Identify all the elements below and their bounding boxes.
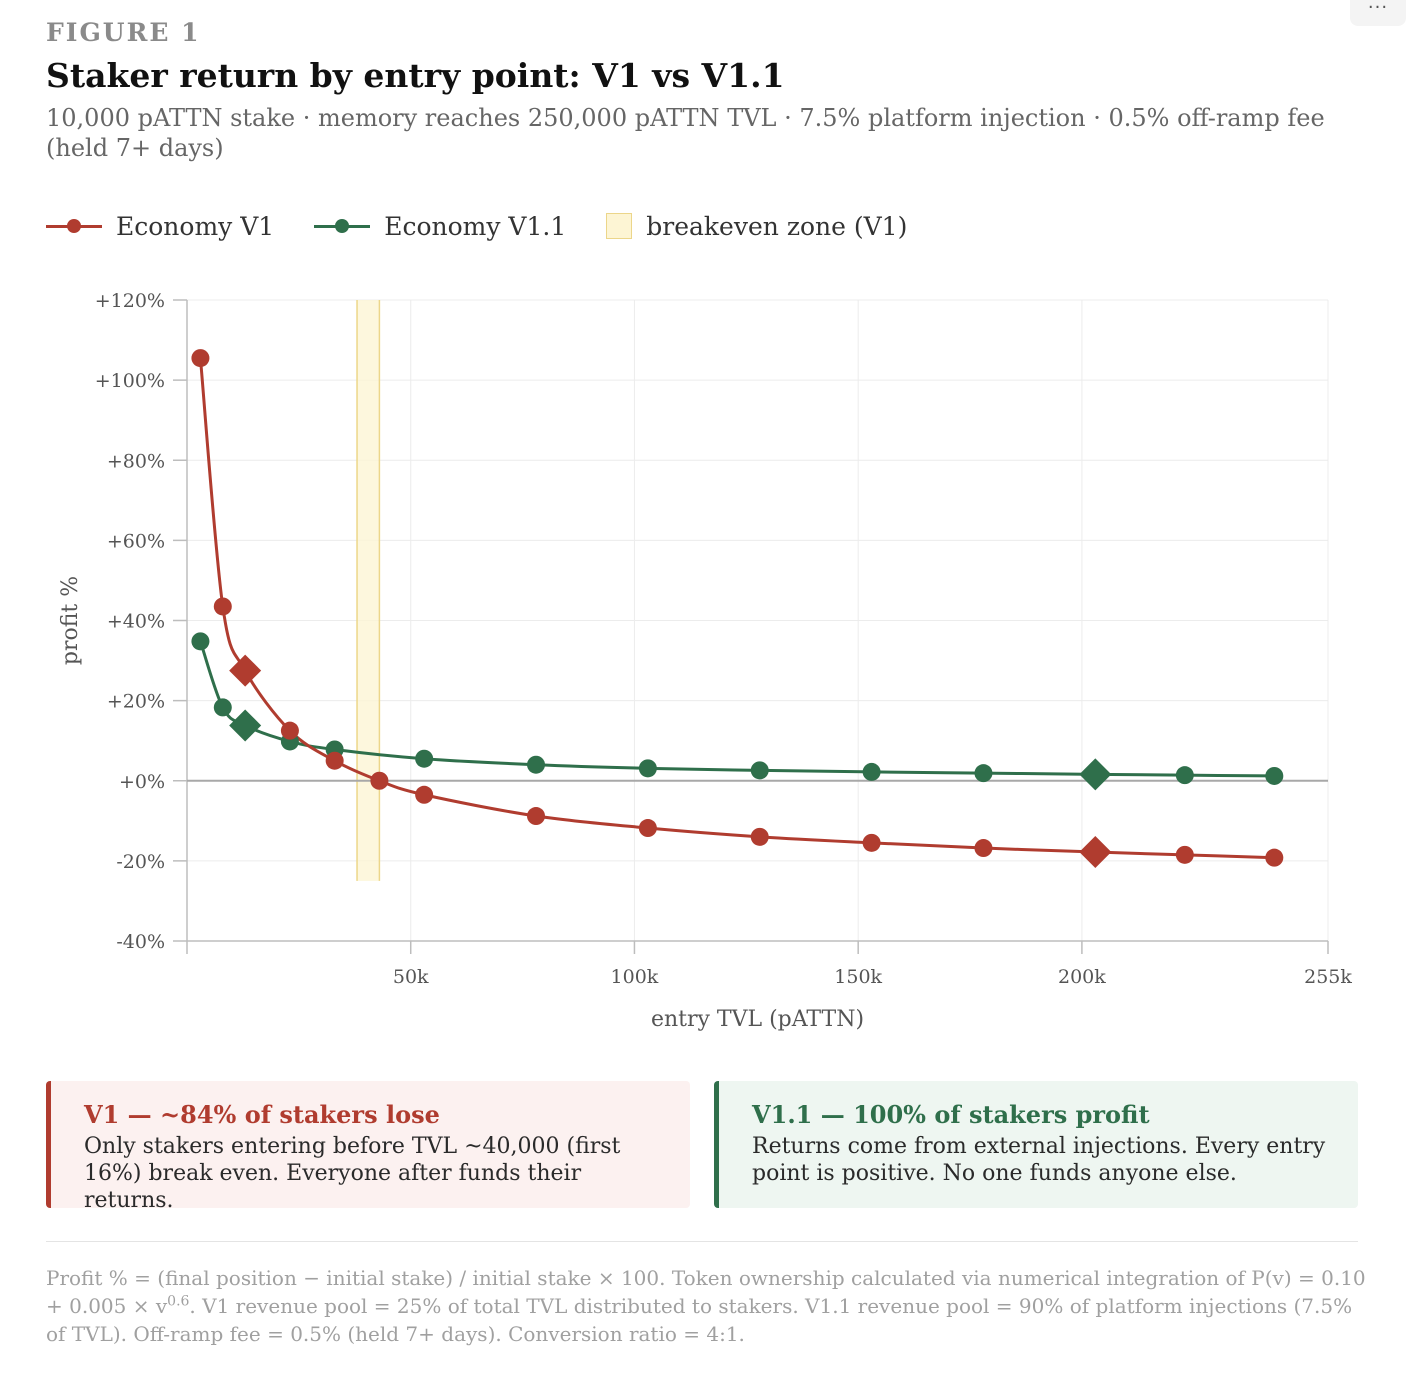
legend-item-zone: breakeven zone (V1) bbox=[606, 212, 907, 241]
legend-swatch-v11 bbox=[314, 218, 371, 233]
data-point-diamond-v11 bbox=[229, 709, 262, 742]
profit-chart: +120% +100% +80% +60% +40% +20% +0% -20% -40% 50k… bbox=[58, 290, 1352, 1032]
data-point-v1 bbox=[1265, 848, 1284, 867]
data-point-v11 bbox=[862, 762, 881, 781]
data-point-v11 bbox=[638, 759, 657, 778]
chart-subtitle: 10,000 pATTN stake · memory reaches 250,… bbox=[46, 104, 1325, 162]
data-point-v1 bbox=[638, 819, 657, 838]
data-point-v1 bbox=[280, 721, 299, 740]
v1-card-body: Only stakers entering before TVL ~40,000… bbox=[84, 1134, 621, 1213]
y-tick-label: +0% bbox=[119, 771, 165, 793]
data-point-v1 bbox=[213, 597, 232, 616]
data-point-v11 bbox=[750, 761, 769, 780]
legend-item-v11: Economy V1.1 bbox=[314, 212, 566, 241]
legend-swatch-zone bbox=[606, 213, 633, 239]
x-tick-label: 100k bbox=[611, 966, 659, 988]
divider bbox=[46, 1241, 1358, 1242]
y-tick-label: +20% bbox=[107, 691, 165, 713]
x-tick-label: 150k bbox=[834, 966, 882, 988]
methodology-footnote: Profit % = (final position − initial sta… bbox=[46, 1264, 1366, 1348]
data-point-v11 bbox=[213, 698, 232, 717]
v1-summary-card: V1 — ~84% of stakers lose Only stakers e… bbox=[46, 1081, 690, 1213]
data-point-v11 bbox=[527, 755, 546, 774]
x-tick-label: 255k bbox=[1304, 966, 1352, 988]
x-tick-label: 200k bbox=[1058, 966, 1106, 988]
figure-label: FIGURE 1 bbox=[46, 18, 201, 47]
footnote-exponent: 0.6 bbox=[167, 1293, 190, 1310]
x-axis-label: entry TVL (pATTN) bbox=[651, 1007, 864, 1032]
data-point-diamond-v11 bbox=[1079, 758, 1112, 791]
data-point-v1 bbox=[370, 771, 389, 790]
data-point-v11 bbox=[1175, 766, 1194, 785]
y-tick-label: +60% bbox=[107, 530, 165, 552]
chart-title: Staker return by entry point: V1 vs V1.1 bbox=[46, 56, 785, 95]
y-tick-label: +40% bbox=[107, 611, 165, 633]
more-menu-button[interactable]: ... bbox=[1350, 0, 1406, 26]
footnote-text-1: Profit % = (final position − initial sta… bbox=[46, 1266, 1366, 1318]
data-point-v11 bbox=[1265, 766, 1284, 785]
legend-label-v1: Economy V1 bbox=[116, 211, 275, 241]
data-point-v1 bbox=[191, 349, 210, 368]
legend-label-zone: breakeven zone (V1) bbox=[646, 211, 908, 241]
breakeven-zone bbox=[357, 300, 380, 881]
data-point-v1 bbox=[415, 785, 434, 804]
data-point-v11 bbox=[415, 749, 434, 768]
y-tick-label: +120% bbox=[95, 290, 165, 312]
data-point-diamond-v1 bbox=[229, 654, 262, 687]
y-tick-label: -20% bbox=[116, 851, 165, 873]
y-tick-label: +80% bbox=[107, 450, 165, 472]
data-point-v11 bbox=[974, 764, 993, 783]
y-tick-label: -40% bbox=[116, 931, 165, 953]
legend-swatch-v1 bbox=[46, 218, 102, 233]
data-point-diamond-v1 bbox=[1079, 836, 1112, 869]
v11-card-body: Returns come from external injections. E… bbox=[752, 1134, 1326, 1186]
data-point-v1 bbox=[974, 839, 993, 858]
v11-summary-card: V1.1 — 100% of stakers profit Returns co… bbox=[714, 1081, 1358, 1208]
footnote-text-2: . V1 revenue pool = 25% of total TVL dis… bbox=[46, 1294, 1353, 1346]
y-tick-label: +100% bbox=[95, 370, 165, 392]
data-point-v1 bbox=[1175, 845, 1194, 864]
data-point-v1 bbox=[325, 751, 344, 770]
x-tick-label: 50k bbox=[393, 966, 429, 988]
data-point-v11 bbox=[191, 632, 210, 651]
data-point-v1 bbox=[750, 827, 769, 846]
data-point-v1 bbox=[527, 807, 546, 826]
legend-label-v11: Economy V1.1 bbox=[384, 211, 567, 241]
legend-item-v1: Economy V1 bbox=[46, 212, 274, 241]
v11-card-title: V1.1 — 100% of stakers profit bbox=[752, 1100, 1150, 1129]
data-point-v1 bbox=[862, 833, 881, 852]
y-axis-label: profit % bbox=[58, 576, 83, 665]
v1-card-title: V1 — ~84% of stakers lose bbox=[84, 1100, 440, 1129]
legend: Economy V1 Economy V1.1 breakeven zone (… bbox=[46, 208, 947, 244]
